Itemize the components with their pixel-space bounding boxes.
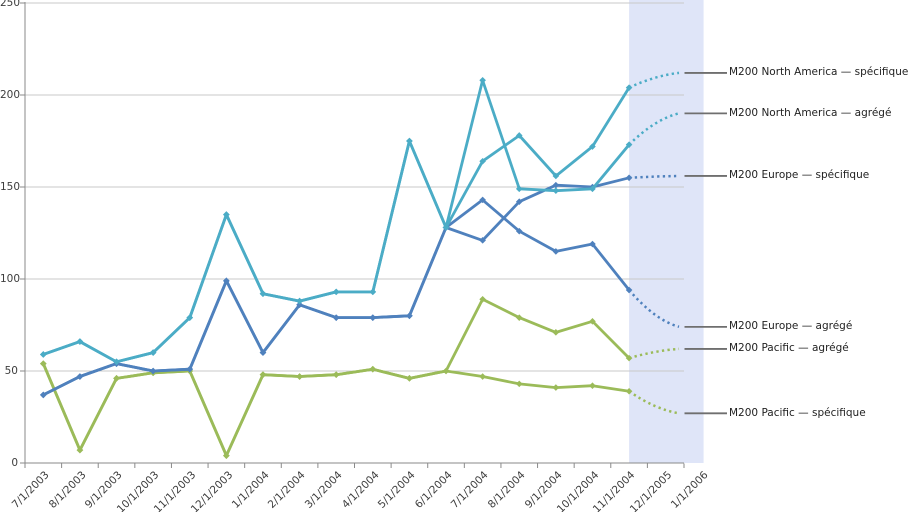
data-point-marker xyxy=(40,391,47,399)
series-europe-specifique-markers xyxy=(40,174,633,399)
data-point-marker xyxy=(259,290,267,298)
data-point-marker xyxy=(186,314,194,321)
data-point-marker xyxy=(332,371,340,378)
data-point-marker xyxy=(332,288,340,296)
data-point-marker xyxy=(552,248,560,255)
data-point-marker xyxy=(332,314,340,321)
data-point-marker xyxy=(589,240,596,248)
y-axis-label-100: 100 xyxy=(0,272,21,285)
data-point-marker xyxy=(552,172,560,180)
data-point-marker xyxy=(625,354,633,362)
data-point-marker xyxy=(515,227,523,235)
series-europe-agrege-markers xyxy=(40,196,633,399)
data-point-marker xyxy=(515,132,523,139)
data-point-marker xyxy=(296,297,303,305)
series-na-agrege-markers xyxy=(40,76,633,366)
data-point-marker xyxy=(552,384,560,391)
data-point-marker xyxy=(76,446,84,454)
y-axis-label-0: 0 xyxy=(11,456,18,469)
series-europe-specifique-line xyxy=(42,176,630,397)
data-point-marker xyxy=(515,314,523,321)
data-point-marker xyxy=(589,185,596,193)
data-point-marker xyxy=(552,187,560,194)
data-point-marker xyxy=(149,367,157,375)
data-point-marker xyxy=(259,371,267,378)
data-point-marker xyxy=(625,141,633,148)
data-point-marker xyxy=(552,181,560,189)
data-point-marker xyxy=(369,314,377,321)
legend-label-europe-agrege: M200 Europe — agrégé xyxy=(729,320,853,333)
series-na-specifique-markers xyxy=(40,84,633,366)
legend-label-europe-specifique: M200 Europe — spécifique xyxy=(729,169,870,182)
data-point-marker xyxy=(515,185,523,193)
data-point-marker xyxy=(625,174,633,182)
data-point-marker xyxy=(515,380,523,388)
data-point-marker xyxy=(589,382,596,390)
data-point-marker xyxy=(589,143,596,150)
y-axis-label-150: 150 xyxy=(0,180,21,193)
legend-label-pacific-agrege: M200 Pacific — agrégé xyxy=(729,342,849,355)
series-pacific-agrege-forecast-line xyxy=(628,347,680,360)
data-point-marker xyxy=(442,224,450,231)
data-point-marker xyxy=(113,375,120,382)
data-point-marker xyxy=(479,157,486,165)
data-point-marker xyxy=(223,211,230,218)
data-point-marker xyxy=(113,358,120,366)
data-point-marker xyxy=(76,338,84,345)
data-point-marker xyxy=(149,349,157,356)
series-europe-agrege-forecast-line xyxy=(628,289,680,329)
data-point-marker xyxy=(223,277,230,285)
data-point-marker xyxy=(369,288,377,296)
data-point-marker xyxy=(479,237,486,244)
data-point-marker xyxy=(479,295,486,303)
legend-label-na-agrege: M200 North America — agrégé xyxy=(729,106,892,119)
data-point-marker xyxy=(515,198,523,206)
data-point-marker xyxy=(406,375,413,382)
data-point-marker xyxy=(369,365,377,373)
data-point-marker xyxy=(406,137,413,145)
data-point-marker xyxy=(589,318,596,325)
data-point-marker xyxy=(442,367,450,375)
series-pacific-specifique-forecast-line xyxy=(628,390,680,415)
data-point-marker xyxy=(479,373,486,380)
legend-label-na-specifique: M200 North America — spécifique xyxy=(729,66,909,79)
data-point-marker xyxy=(223,452,230,459)
y-axis-label-200: 200 xyxy=(0,88,21,101)
data-point-marker xyxy=(259,349,267,356)
data-point-marker xyxy=(625,84,633,91)
data-point-marker xyxy=(625,387,633,395)
series-europe-specifique-forecast-line xyxy=(629,174,680,180)
data-point-marker xyxy=(186,365,194,373)
data-point-marker xyxy=(625,286,633,294)
forecast-band xyxy=(629,0,704,463)
data-point-marker xyxy=(479,196,486,204)
data-point-marker xyxy=(40,351,47,358)
data-point-marker xyxy=(296,301,303,309)
y-axis-label-250: 250 xyxy=(0,0,21,9)
legend-label-pacific-specifique: M200 Pacific — spécifique xyxy=(729,406,866,419)
data-point-marker xyxy=(552,329,560,336)
data-point-marker xyxy=(296,373,303,380)
data-point-marker xyxy=(40,360,47,367)
data-point-marker xyxy=(406,312,413,320)
y-axis-label-50: 50 xyxy=(4,364,18,377)
series-na-agrege-forecast-line xyxy=(628,112,680,146)
data-point-marker xyxy=(76,373,84,380)
data-point-marker xyxy=(479,76,486,84)
